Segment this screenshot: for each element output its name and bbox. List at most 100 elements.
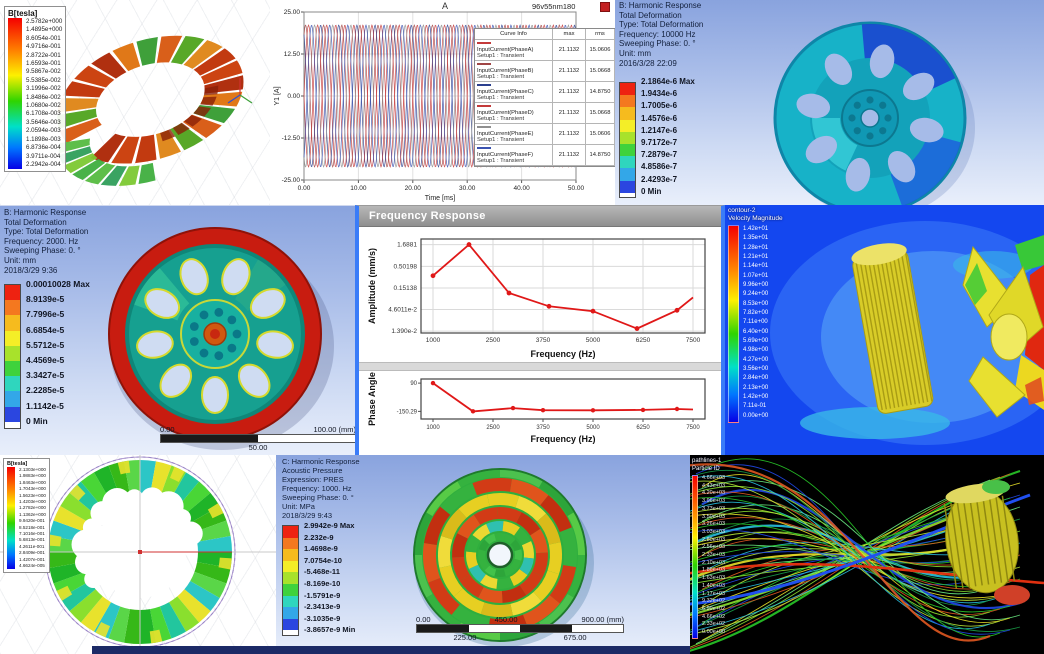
legend-value: 1.42e+00 — [743, 393, 769, 400]
legend-labels: 2.9942e-9 Max 2.232e-9 1.4698e-9 7.0754e-10… — [304, 520, 355, 636]
curve-name: InputCurrent(PhaseA) — [477, 47, 534, 53]
panel-coil-field: B[tesla] 2.5782e+000 1.4895e+000 8.6054e-0… — [0, 0, 270, 205]
legend-band — [283, 549, 298, 561]
legend-value: 2.13e+00 — [743, 384, 769, 391]
legend-value: 1.63e+03 — [702, 575, 726, 582]
svg-text:1000: 1000 — [426, 425, 440, 431]
phase-chart: 90 -150.29 1000 2500 3750 5000 6250 7500 Phase A… — [367, 372, 706, 444]
curve-name: InputCurrent(PhaseB) — [477, 68, 534, 74]
legend-value: 2.33e+03 — [702, 552, 726, 559]
legend-value: 2.9942e-9 Max — [304, 521, 355, 530]
legend-value: 5.5385e-002 — [26, 76, 61, 84]
svg-text:1.6881: 1.6881 — [397, 242, 417, 249]
legend-value: 3.73e+03 — [702, 505, 726, 512]
legend-value: 9.5867e-002 — [26, 68, 61, 76]
legend-band — [620, 119, 635, 132]
legend-value: 4.9716e-001 — [26, 43, 61, 51]
header-line: Sweeping Phase: 0. ° — [4, 246, 81, 256]
legend-value: 4.27e+00 — [743, 356, 769, 363]
legend-value: 1.86e+03 — [702, 567, 726, 574]
svg-text:-150.29: -150.29 — [397, 409, 418, 415]
legend-value: -3.1035e-9 — [304, 613, 341, 623]
legend-value: 8.5218e-001 — [19, 524, 45, 530]
header-line: Frequency: 10000 Hz — [619, 29, 696, 39]
panel-acoustic-pressure: C: Harmonic Response Acoustic Pressure Exp… — [276, 455, 690, 654]
legend-value: 7.7996e-5 — [26, 309, 65, 320]
deformation-wheel — [773, 21, 975, 205]
plot-corner-label: A — [442, 1, 449, 11]
coil-field-legend: B[tesla] 2.5782e+000 1.4895e+000 8.6054e-0… — [4, 6, 67, 173]
legend-value: 7.82e+00 — [743, 309, 769, 316]
curve-color-swatch — [477, 104, 491, 107]
legend-value: 1.6593e-001 — [26, 60, 61, 68]
legend-value: 1.1362e+000 — [19, 511, 46, 517]
legend-value: 4.20e+03 — [702, 490, 726, 497]
legend-value: 1.35e+01 — [743, 235, 769, 242]
header-line: Sweeping Phase: 0. ° — [619, 39, 696, 49]
curve-info-row: InputCurrent(PhaseC) Setup1 : Transient … — [475, 82, 615, 103]
legend-title: B[tesla] — [8, 9, 38, 18]
legend-value: 7.2879e-7 — [641, 150, 678, 160]
legend-value: 6.40e+00 — [743, 328, 769, 335]
panel-harmonic-10000hz: B: Harmonic Response Total Deformation Typ… — [615, 0, 1044, 205]
legend-value: 2.8722e-001 — [26, 51, 61, 59]
legend-title: B[tesla] — [7, 461, 28, 467]
legend-bands — [4, 284, 21, 429]
legend-band — [283, 583, 298, 596]
svg-text:Time [ms]: Time [ms] — [425, 195, 456, 202]
amplitude-chart: 1000 2500 3750 5000 6250 7500 1.6881 0.50198 0.1… — [367, 238, 706, 359]
legend-value: 7.0754e-10 — [304, 555, 342, 565]
legend-band — [5, 345, 20, 361]
legend-value: 0 Min — [641, 186, 662, 196]
legend-value: 3.56e+00 — [743, 365, 769, 372]
colorbar — [8, 18, 22, 169]
legend-value: 1.4207e-001 — [19, 556, 45, 562]
legend-value: 0.00e+00 — [702, 629, 726, 636]
header-line: Sweeping Phase: 0. ° — [282, 493, 354, 502]
curve-color-swatch — [477, 41, 491, 44]
panel-pathlines: pathlines-1 Particle ID 4.66e+03 4.43e+03… — [690, 455, 1044, 654]
legend-value: 4.43e+03 — [702, 482, 726, 489]
frequency-response-window: Frequency Response 1000 2500 3750 5000 6250 7… — [355, 205, 725, 455]
legend-title-2: Particle ID — [692, 466, 720, 472]
legend-value: 2.1864e-6 Max — [641, 77, 695, 86]
curve-color-swatch — [477, 83, 491, 86]
legend-value: 1.8486e-002 — [26, 93, 61, 101]
legend-value: -1.5791e-9 — [304, 590, 341, 600]
header-line: B: Harmonic Response — [4, 208, 87, 217]
legend-value: 2.80e+03 — [702, 536, 726, 543]
window-icon[interactable] — [600, 2, 610, 12]
legend-value: 1.7005e-6 — [641, 101, 678, 111]
legend-value: 0.00010028 Max — [26, 279, 90, 289]
legend-value: -8.169e-10 — [304, 578, 341, 588]
legend-value: 3.5646e-003 — [26, 118, 61, 126]
svg-text:Phase Angle: Phase Angle — [367, 372, 377, 426]
legend-value: 2.33e+02 — [702, 621, 726, 628]
legend-value: 1.2782e+000 — [19, 505, 46, 511]
curve-info-row: InputCurrent(PhaseE) Setup1 : Transient … — [475, 124, 615, 145]
curve-name: InputCurrent(PhaseF) — [477, 152, 534, 158]
scale-right: 100.00 (mm) — [313, 425, 355, 434]
legend-band — [5, 360, 20, 377]
legend-labels: 0.00010028 Max 8.9139e-5 7.7996e-5 6.6854e-… — [26, 277, 90, 429]
window-splitter[interactable] — [359, 362, 721, 371]
coil-visualization — [57, 35, 253, 186]
svg-text:1000: 1000 — [426, 337, 441, 344]
scale-right: 900.00 (mm) — [581, 615, 624, 624]
legend-value: 6.1708e-003 — [26, 110, 61, 118]
curve-setup: Setup1 : Transient — [477, 158, 525, 164]
legend-value: 1.4698e-9 — [304, 544, 338, 554]
curve-rms: 14.8750 — [586, 145, 615, 165]
curve-name: InputCurrent(PhaseE) — [477, 131, 534, 137]
legend-value: 9.7172e-7 — [641, 137, 678, 147]
header-line: Expression: PRES — [282, 475, 344, 484]
window-titlebar[interactable]: Frequency Response — [359, 206, 721, 227]
legend-band — [5, 391, 20, 407]
curve-rms: 15.0668 — [586, 103, 615, 123]
curve-info-row: InputCurrent(PhaseA) Setup1 : Transient … — [475, 40, 615, 61]
legend-value: 6.8736e-004 — [26, 144, 61, 152]
legend-value: 2.8409e-001 — [19, 550, 45, 556]
curve-setup: Setup1 : Transient — [477, 53, 525, 59]
legend-value: 3.26e+03 — [702, 521, 726, 528]
legend-band — [283, 607, 298, 619]
